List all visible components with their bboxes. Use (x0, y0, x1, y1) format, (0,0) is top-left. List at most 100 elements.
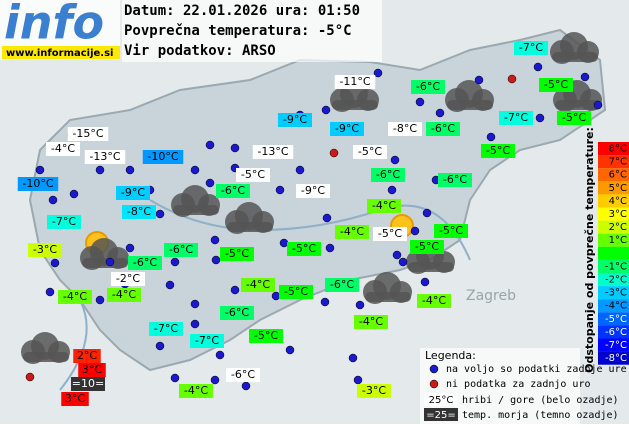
station-dot (486, 132, 496, 142)
station-dot (35, 165, 45, 175)
station-label: -9°C (335, 122, 359, 135)
station-label-box (249, 329, 283, 343)
station-dot (279, 238, 289, 248)
station-label: -3°C (33, 243, 57, 256)
station-label: -5°C (562, 111, 586, 124)
station-label-box (149, 322, 183, 336)
station-label-box (499, 111, 533, 125)
station-label: -15°C (72, 127, 103, 140)
station-label-box (28, 243, 62, 257)
station-label-box (434, 224, 468, 238)
cloud (173, 205, 219, 215)
scale-label: -5°C (605, 314, 627, 325)
station-label: -13°C (257, 145, 288, 158)
legend-item: temp. morja (temno ozadje) (462, 410, 619, 421)
station-dot (355, 300, 365, 310)
station-dot (241, 381, 251, 391)
station-label-box (357, 384, 391, 398)
station-dot (210, 235, 220, 245)
station-label-box (116, 186, 150, 200)
station-label: -2°C (116, 272, 140, 285)
scale-title: Odstopanje od povprečne temperature: (583, 127, 596, 373)
station-label: -8°C (393, 122, 417, 135)
station-label-box (354, 315, 388, 329)
station-label: -9°C (283, 113, 307, 126)
station-label-box (367, 199, 401, 213)
station-dot (95, 165, 105, 175)
station-missing (507, 74, 517, 84)
scale-label: 3°C (609, 209, 627, 220)
station-label-box (107, 288, 141, 302)
station-dot (215, 350, 225, 360)
station-dot (205, 178, 215, 188)
scale-label: -8°C (605, 353, 627, 364)
station-dot (50, 258, 60, 268)
station-label: -5°C (378, 227, 402, 240)
cloud (227, 222, 273, 232)
cloud (82, 258, 128, 268)
station-dot (105, 257, 115, 267)
cloud (552, 52, 598, 62)
station-dot (373, 68, 383, 78)
legend-dot (429, 379, 439, 389)
station-dot (320, 297, 330, 307)
station-label-box (325, 278, 359, 292)
station-label-box (353, 145, 387, 159)
coast (59, 299, 88, 391)
logo: info (4, 0, 104, 50)
legend-sample-box (424, 408, 458, 421)
station-dot (271, 291, 281, 301)
station-label: -6°C (416, 80, 440, 93)
station-dot (353, 375, 363, 385)
station-label-box (122, 205, 156, 219)
station-label: -8°C (127, 205, 151, 218)
station-label-box (417, 294, 451, 308)
station-label-box (142, 150, 184, 164)
station-label-box (17, 177, 59, 191)
scale-step (598, 259, 629, 273)
station-label-box (252, 145, 294, 159)
station-label-box (296, 184, 330, 198)
station-label: -5°C (544, 78, 568, 91)
station-dot (275, 185, 285, 195)
scale-step (598, 286, 629, 300)
station-label-box (61, 392, 89, 406)
station-label-box (226, 368, 260, 382)
station-label: -4°C (184, 384, 208, 397)
header-line: Datum: 22.01.2026 ura: 01:50 (124, 3, 360, 19)
station-dot (45, 287, 55, 297)
header-box (122, 0, 382, 62)
station-label: -4°C (340, 225, 364, 238)
station-label: -4°C (372, 199, 396, 212)
station-label-box (236, 168, 270, 182)
scale-label: -7°C (605, 340, 627, 351)
header-line: Vir podatkov: ARSO (124, 43, 276, 59)
station-dot (125, 165, 135, 175)
station-dot (170, 373, 180, 383)
station-dot (321, 105, 331, 115)
station-label: -6°C (169, 243, 193, 256)
station-label-box (330, 122, 364, 136)
scale-label: -1°C (605, 261, 627, 272)
station-dot (580, 72, 590, 82)
station-dot (422, 208, 432, 218)
station-label-box (373, 227, 407, 241)
legend-item: ni podatka za zadnjo uro (446, 379, 591, 390)
scale-step (598, 168, 629, 182)
station-label: -4°C (63, 290, 87, 303)
station-label: -11°C (339, 75, 370, 88)
station-label-box (481, 144, 515, 158)
scale-label: 4°C (609, 196, 627, 207)
station-dot (325, 243, 335, 253)
station-label: -6°C (221, 184, 245, 197)
station-label-box (216, 184, 250, 198)
scale-step (598, 338, 629, 352)
legend-dot (429, 364, 439, 374)
station-label-box (47, 215, 81, 229)
scale-label: 8°C (609, 144, 627, 155)
station-dot (190, 299, 200, 309)
station-label-box (164, 243, 198, 257)
station-label: -7°C (52, 215, 76, 228)
scale-label: 5°C (609, 183, 627, 194)
station-label-box (111, 272, 145, 286)
